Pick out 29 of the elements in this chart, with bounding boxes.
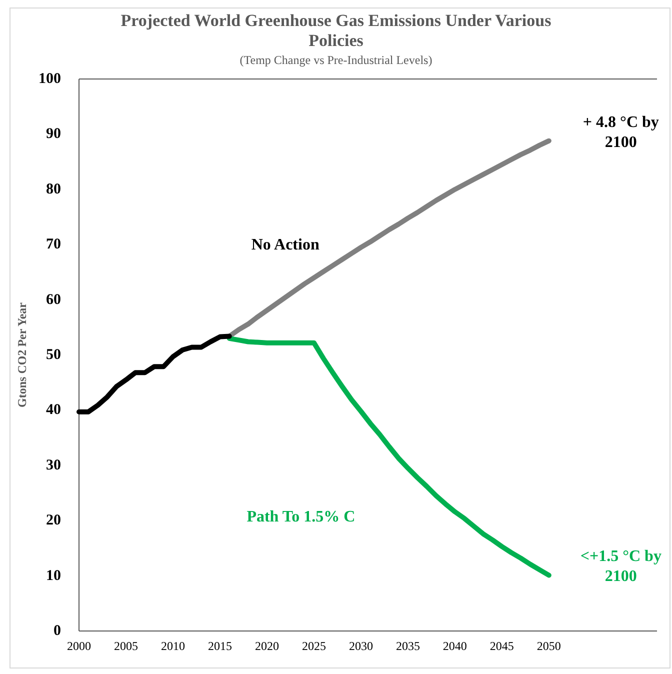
chart-title: Projected World Greenhouse Gas Emissions Under Various Policies <box>120 11 552 50</box>
x-tick-label: 2040 <box>442 639 467 653</box>
y-tick-label: 70 <box>46 236 61 253</box>
y-tick-label: 0 <box>54 623 61 639</box>
y-tick-label: 20 <box>46 512 61 529</box>
y-tick-label: 60 <box>46 292 61 308</box>
y-tick-label: 50 <box>46 347 61 363</box>
y-tick-label: 30 <box>46 457 61 474</box>
x-tick-label: 2035 <box>396 639 420 653</box>
annotation: <+1.5 °C by 2100 <box>580 548 662 586</box>
chart-subtitle: (Temp Change vs Pre-Industrial Levels) <box>240 53 432 67</box>
text: Path To 1.5% C <box>246 508 356 526</box>
annotation: + 4.8 °C by 2100 <box>582 114 659 151</box>
x-tick-label: 2045 <box>490 639 514 653</box>
y-tick-label: 80 <box>46 181 61 198</box>
y-tick-label: 100 <box>38 71 61 87</box>
series-label: No Action <box>251 236 320 254</box>
y-tick-label: 90 <box>46 126 61 142</box>
y-axis-title: Gtons CO2 Per Year <box>15 302 29 408</box>
x-tick-label: 2010 <box>160 639 185 653</box>
y-tick-label: 10 <box>46 568 61 584</box>
x-tick-label: 2050 <box>536 639 561 653</box>
x-tick-label: 2025 <box>302 639 326 653</box>
x-tick-label: 2005 <box>114 639 138 653</box>
x-tick-label: 2030 <box>348 639 373 653</box>
x-tick-label: 2015 <box>208 639 232 653</box>
x-tick-label: 2000 <box>67 639 91 653</box>
x-tick-label: 2020 <box>254 639 279 653</box>
y-tick-label: 40 <box>46 402 61 418</box>
